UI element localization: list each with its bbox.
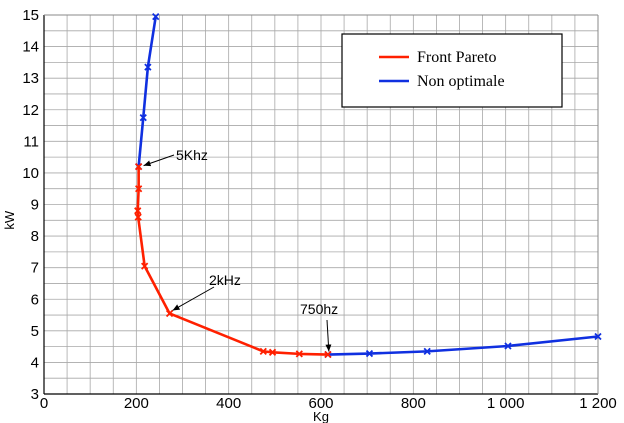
annotation-arrow xyxy=(143,154,175,167)
y-axis-label: kW xyxy=(2,210,17,230)
x-tick-label: 1 200 xyxy=(579,395,617,412)
y-tick-label: 3 xyxy=(31,386,39,403)
tick-labels: 0 200 400 600 800 1 000 1 200 3 4 5 6 7 8 9 10 11 12 13 14… xyxy=(22,7,616,412)
y-tick-label: 9 xyxy=(31,197,39,214)
series-line-non-optimale-upper xyxy=(137,16,158,167)
data-point-non-optimale xyxy=(423,347,431,355)
annotation-label: 2kHz xyxy=(209,272,241,288)
data-point-non-optimale xyxy=(594,332,602,341)
annotations: 5Khz 2kHz 750hz xyxy=(143,147,338,352)
data-point-front-pareto xyxy=(135,162,143,171)
series-line-front-pareto xyxy=(136,166,328,356)
data-point-non-optimale xyxy=(152,12,160,21)
axes xyxy=(43,14,599,395)
y-tick-label: 5 xyxy=(31,323,39,340)
annotation-arrow xyxy=(325,319,332,352)
x-tick-label: 1 000 xyxy=(487,395,525,412)
x-tick-label: 0 xyxy=(40,395,48,412)
x-tick-label: 400 xyxy=(216,395,241,412)
annotation-label: 750hz xyxy=(300,301,338,317)
data-point-non-optimale xyxy=(144,63,152,71)
x-tick-label: 200 xyxy=(124,395,149,412)
data-point-front-pareto xyxy=(295,350,303,358)
y-tick-label: 15 xyxy=(22,7,39,24)
data-point-non-optimale xyxy=(365,349,374,358)
y-tick-label: 7 xyxy=(31,260,39,277)
y-tick-label: 11 xyxy=(23,133,39,150)
data-point-non-optimale xyxy=(139,114,147,122)
data-point-front-pareto xyxy=(134,207,142,215)
series-group xyxy=(134,12,602,359)
data-point-front-pareto xyxy=(165,309,174,318)
x-tick-label: 600 xyxy=(308,395,333,412)
data-point-front-pareto xyxy=(134,213,142,221)
data-point-front-pareto xyxy=(324,350,332,359)
data-point-non-optimale xyxy=(504,342,512,350)
annotation-label: 5Khz xyxy=(176,147,208,163)
legend-box xyxy=(341,33,563,108)
annotation-arrow xyxy=(172,286,215,311)
y-tick-label: 10 xyxy=(22,165,39,182)
data-point-front-pareto xyxy=(141,262,149,270)
legend-label-front-pareto: Front Pareto xyxy=(417,49,497,66)
y-tick-label: 12 xyxy=(22,102,39,119)
data-point-front-pareto xyxy=(259,347,267,355)
x-axis-label: Kg xyxy=(313,409,329,423)
legend-label-non-optimale: Non optimale xyxy=(417,73,505,90)
y-tick-label: 6 xyxy=(31,291,39,308)
data-point-front-pareto xyxy=(135,185,143,193)
y-tick-label: 4 xyxy=(31,354,39,371)
y-tick-label: 13 xyxy=(22,70,39,87)
data-point-front-pareto xyxy=(268,348,277,356)
y-tick-label: 14 xyxy=(22,39,39,56)
legend: Front Pareto Non optimale xyxy=(341,33,563,108)
y-tick-label: 8 xyxy=(31,228,39,245)
x-tick-label: 800 xyxy=(401,395,426,412)
